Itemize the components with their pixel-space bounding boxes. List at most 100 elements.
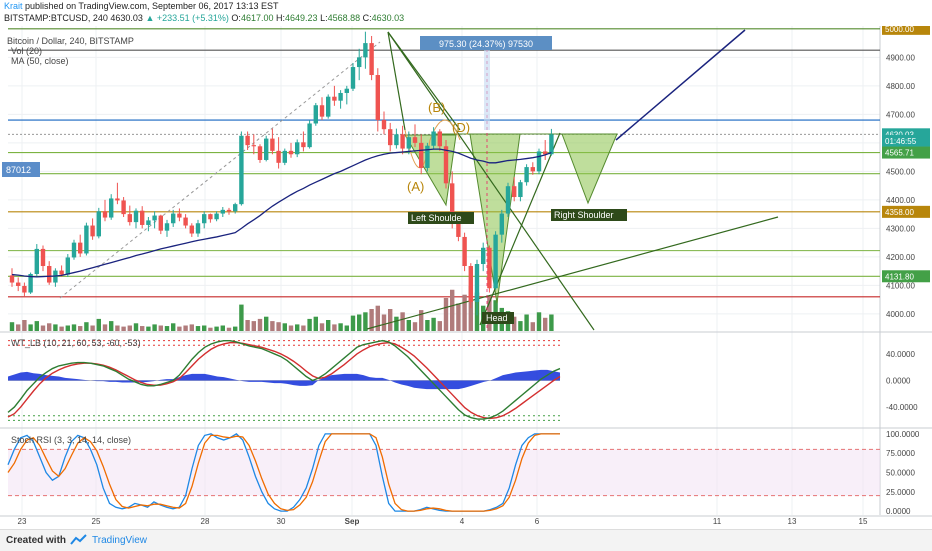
candle-body: [512, 186, 517, 198]
volume-bar: [90, 325, 95, 331]
stoch-tick-label: 100.0000: [886, 430, 920, 439]
price-tag-text: 01:46:55: [885, 137, 917, 146]
legend-ma: MA (50, close): [11, 56, 69, 66]
volume-bar: [214, 326, 219, 331]
candle-body: [40, 248, 46, 267]
stoch-tick-label: 0.0000: [886, 507, 911, 516]
volume-bar: [276, 322, 281, 331]
candle-body: [121, 200, 126, 215]
candle-body: [65, 257, 70, 275]
chart-header: Krait published on TradingView.com, Sept…: [0, 0, 932, 26]
candle-body: [257, 146, 263, 160]
volume-bar: [462, 294, 467, 331]
candle-body: [394, 134, 399, 146]
publish-info: published on TradingView.com, September …: [25, 1, 279, 11]
candle-body: [171, 213, 176, 224]
volume-bar: [233, 326, 238, 331]
price-tag-text: 5000.00: [885, 26, 914, 34]
candle-body: [313, 105, 318, 124]
candle-body: [152, 215, 157, 221]
volume-bar: [549, 314, 554, 331]
candle-body: [220, 209, 225, 214]
candle-body: [543, 151, 548, 155]
volume-bar: [183, 325, 188, 331]
volume-bar: [152, 324, 157, 331]
candle-body: [388, 129, 393, 146]
legend-title: Bitcoin / Dollar, 240, BITSTAMP: [7, 36, 134, 46]
volume-bar: [115, 325, 120, 331]
candle-body: [133, 210, 139, 223]
volume-bar: [543, 317, 548, 331]
candle-body: [22, 285, 27, 293]
volume-bar: [177, 326, 182, 331]
low-value: 4568.88: [327, 13, 361, 23]
measure-range-highlight: [484, 50, 490, 130]
candle-body: [437, 131, 442, 147]
candle-body: [499, 213, 504, 235]
volume-bar: [518, 321, 523, 331]
stoch-tick-label: 25.0000: [886, 488, 915, 497]
candle-body: [115, 198, 120, 201]
volume-bar: [140, 326, 145, 331]
candle-body: [183, 217, 188, 226]
publish-line: Krait published on TradingView.com, Sept…: [4, 1, 279, 11]
last-price: 4630.03: [110, 13, 143, 23]
close-label: C:: [362, 13, 372, 23]
time-tick-label: 4: [460, 517, 465, 526]
candle-body: [536, 151, 542, 172]
volume-bar: [388, 309, 393, 331]
volume-bar: [313, 316, 318, 331]
time-tick-label: 15: [859, 517, 868, 526]
support-line: [366, 216, 779, 330]
candle-body: [400, 134, 405, 149]
candle-body: [332, 96, 337, 101]
volume-bar: [146, 326, 151, 331]
wt-lb-pane: [7, 339, 561, 421]
volume-bar: [282, 323, 287, 331]
volume-bar: [326, 320, 331, 331]
candle-body: [208, 214, 213, 220]
candle-body: [412, 137, 418, 143]
candle-body: [84, 225, 89, 254]
time-tick-label: 25: [92, 517, 101, 526]
volume-bar: [189, 324, 194, 331]
candle-body: [326, 96, 331, 117]
legend-wt: WT_LB (10, 21, 60, 53, -60, -53): [11, 338, 141, 348]
candle-body: [16, 282, 21, 286]
volume-bar: [468, 285, 473, 331]
price-tag-text: 4131.80: [885, 272, 914, 281]
candle-body: [226, 209, 232, 212]
tradingview-brand[interactable]: TradingView: [92, 535, 148, 546]
neckline-cross: [479, 132, 561, 326]
volume-bar: [338, 323, 343, 331]
volume-bar: [109, 321, 114, 331]
wt-histogram: [8, 369, 560, 390]
volume-bar: [301, 325, 306, 331]
volume-bar: [9, 322, 15, 331]
candle-body: [78, 242, 83, 254]
candle-body: [195, 223, 201, 234]
author-link[interactable]: Krait: [4, 1, 23, 11]
candle-body: [245, 135, 250, 146]
time-tick-label: 30: [277, 517, 286, 526]
candle-body: [481, 247, 486, 265]
left-axis-badge-text: 87012: [6, 165, 31, 175]
candle-body: [549, 134, 554, 155]
candle-body: [518, 182, 523, 198]
candle-body: [164, 223, 170, 231]
open-value: 4617.00: [240, 13, 274, 23]
grid: [0, 26, 932, 517]
high-value: 4649.23: [285, 13, 318, 23]
candle-body: [282, 150, 287, 163]
volume-bar: [121, 326, 126, 331]
pattern-drawings: [59, 29, 779, 331]
price-tick-label: 4100.00: [886, 281, 915, 290]
volume-bar: [171, 323, 176, 331]
chart-canvas[interactable]: 4000.00 4100.00 4200.00 4300.00 4400.00 4500.…: [0, 26, 932, 529]
candle-body: [251, 145, 256, 147]
volume-bar: [220, 325, 225, 331]
high-label: H:: [276, 13, 285, 23]
price-tag-text: 4630.03: [885, 130, 914, 139]
candle-body: [450, 183, 455, 223]
